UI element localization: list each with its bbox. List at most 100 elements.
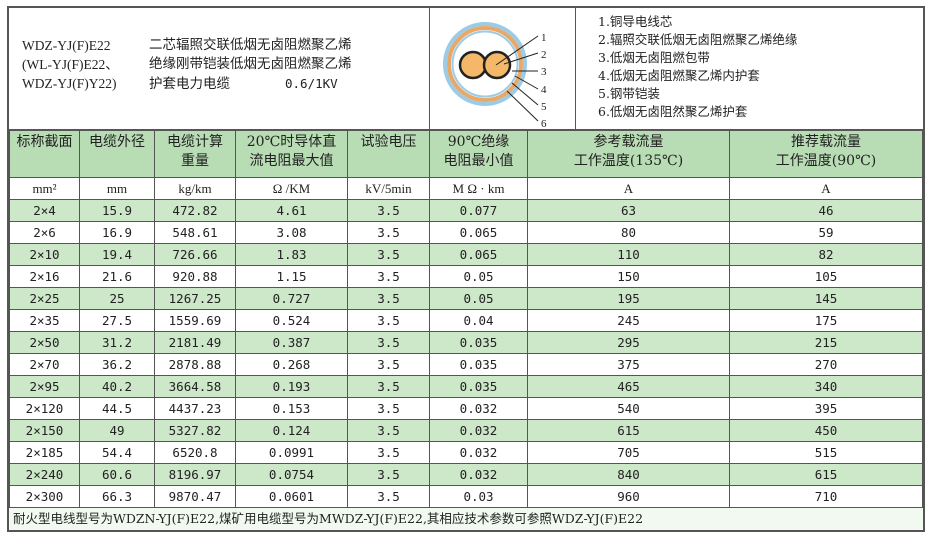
table-row: 2×300 66.3 9870.47 0.0601 3.5 0.03 960 710 [9, 485, 923, 508]
diagram-label: 4 [541, 84, 547, 96]
table-cell: 3.08 [235, 221, 348, 244]
column-header: 电缆外径 [79, 130, 155, 178]
table-cell: 16.9 [79, 221, 155, 244]
table-cell: 1.83 [235, 243, 348, 266]
table-cell: 2×35 [9, 309, 80, 332]
table-cell: 2181.49 [154, 331, 236, 354]
header-line: 20℃时导体直 [246, 134, 337, 150]
unit-cell: Ω /KM [235, 177, 348, 200]
table-cell: 0.124 [235, 419, 348, 442]
diagram-label: 2 [541, 49, 547, 61]
table-cell: 215 [729, 331, 923, 354]
unit-cell: kV/5min [347, 177, 430, 200]
table-cell: 615 [527, 419, 730, 442]
table-cell: 515 [729, 441, 923, 464]
description-line: 二芯辐照交联低烟无卤阻燃聚乙烯 [149, 37, 352, 53]
table-cell: 0.032 [429, 463, 528, 486]
table-cell: 2×240 [9, 463, 80, 486]
table-cell: 110 [527, 243, 730, 266]
table-cell: 150 [527, 265, 730, 288]
table-cell: 295 [527, 331, 730, 354]
table-cell: 615 [729, 463, 923, 486]
table-cell: 0.387 [235, 331, 348, 354]
table-cell: 0.0991 [235, 441, 348, 464]
table-cell: 3.5 [347, 287, 430, 310]
table-cell: 3.5 [347, 441, 430, 464]
table-cell: 465 [527, 375, 730, 398]
column-header: 标称截面 [9, 130, 80, 178]
table-cell: 25 [79, 287, 155, 310]
table-cell: 2×95 [9, 375, 80, 398]
table-row: 2×185 54.4 6520.8 0.0991 3.5 0.032 705 515 [9, 441, 923, 464]
header-line: 电阻最小值 [443, 153, 514, 169]
table-cell: 0.035 [429, 375, 528, 398]
component-legend: 1.铜导电线芯 2.辐照交联低烟无卤阻燃聚乙烯绝缘 3.低烟无卤阻燃包带 4.低… [576, 8, 923, 129]
table-cell: 472.82 [154, 199, 236, 222]
model-block: WDZ-YJ(F)E22 (WL-YJ(F)E22、 WDZ-YJ(F)Y22)… [9, 8, 430, 129]
table-row: 2×4 15.9 472.82 4.61 3.5 0.077 63 46 [9, 199, 923, 222]
table-cell: 9870.47 [154, 485, 236, 508]
table-cell: 0.04 [429, 309, 528, 332]
table-cell: 4.61 [235, 199, 348, 222]
table-cell: 2×10 [9, 243, 80, 266]
table-cell: 80 [527, 221, 730, 244]
table-cell: 19.4 [79, 243, 155, 266]
model-code: WDZ-YJ(F)Y22) [22, 76, 117, 91]
table-cell: 4437.23 [154, 397, 236, 420]
table-cell: 1.15 [235, 265, 348, 288]
model-code: (WL-YJ(F)E22、 [22, 57, 119, 72]
table-cell: 3.5 [347, 485, 430, 508]
table-row: 2×16 21.6 920.88 1.15 3.5 0.05 150 105 [9, 265, 923, 288]
table-cell: 2×6 [9, 221, 80, 244]
table-cell: 3.5 [347, 221, 430, 244]
table-cell: 31.2 [79, 331, 155, 354]
table-row: 2×35 27.5 1559.69 0.524 3.5 0.04 245 175 [9, 309, 923, 332]
table-cell: 340 [729, 375, 923, 398]
table-cell: 44.5 [79, 397, 155, 420]
table-cell: 0.065 [429, 243, 528, 266]
table-cell: 0.0754 [235, 463, 348, 486]
table-cell: 0.193 [235, 375, 348, 398]
table-cell: 3.5 [347, 353, 430, 376]
unit-cell: mm [79, 177, 155, 200]
table-cell: 5327.82 [154, 419, 236, 442]
table-cell: 0.032 [429, 419, 528, 442]
table-cell: 59 [729, 221, 923, 244]
table-cell: 0.727 [235, 287, 348, 310]
legend-item: 5.钢带铠装 [598, 86, 660, 101]
column-header: 90℃绝缘 电阻最小值 [429, 130, 528, 178]
table-row: 2×50 31.2 2181.49 0.387 3.5 0.035 295 215 [9, 331, 923, 354]
description-line: 绝缘刚带铠装低烟无卤阻燃聚乙烯 [149, 56, 352, 72]
table-cell: 175 [729, 309, 923, 332]
unit-cell: A [729, 177, 923, 200]
table-cell: 2×4 [9, 199, 80, 222]
unit-cell: kg/km [154, 177, 236, 200]
table-cell: 46 [729, 199, 923, 222]
header-row: 标称截面 电缆外径 电缆计算 重量 20℃时导体直 流电阻最大值 试验电压 90℃绝缘 电阻最小… [9, 130, 923, 178]
units-row: mm² mm kg/km Ω /KM kV/5min M Ω · km A A [9, 177, 923, 200]
diagram-label: 3 [541, 66, 547, 78]
table-cell: 0.153 [235, 397, 348, 420]
table-cell: 840 [527, 463, 730, 486]
table-cell: 375 [527, 353, 730, 376]
description-line: 护套电力电缆 [149, 76, 230, 92]
header-line: 试验电压 [360, 134, 417, 150]
table-cell: 6520.8 [154, 441, 236, 464]
table-cell: 0.524 [235, 309, 348, 332]
table-cell: 0.077 [429, 199, 528, 222]
table-row: 2×70 36.2 2878.88 0.268 3.5 0.035 375 270 [9, 353, 923, 376]
table-row: 2×10 19.4 726.66 1.83 3.5 0.065 110 82 [9, 243, 923, 266]
table-cell: 27.5 [79, 309, 155, 332]
table-cell: 3664.58 [154, 375, 236, 398]
table-cell: 3.5 [347, 243, 430, 266]
table-row: 2×120 44.5 4437.23 0.153 3.5 0.032 540 395 [9, 397, 923, 420]
table-cell: 63 [527, 199, 730, 222]
table-cell: 0.05 [429, 265, 528, 288]
table-cell: 105 [729, 265, 923, 288]
table-cell: 705 [527, 441, 730, 464]
legend-item: 3.低烟无卤阻燃包带 [598, 50, 710, 65]
table-cell: 395 [729, 397, 923, 420]
table-cell: 2×25 [9, 287, 80, 310]
table-cell: 2×185 [9, 441, 80, 464]
table-cell: 40.2 [79, 375, 155, 398]
